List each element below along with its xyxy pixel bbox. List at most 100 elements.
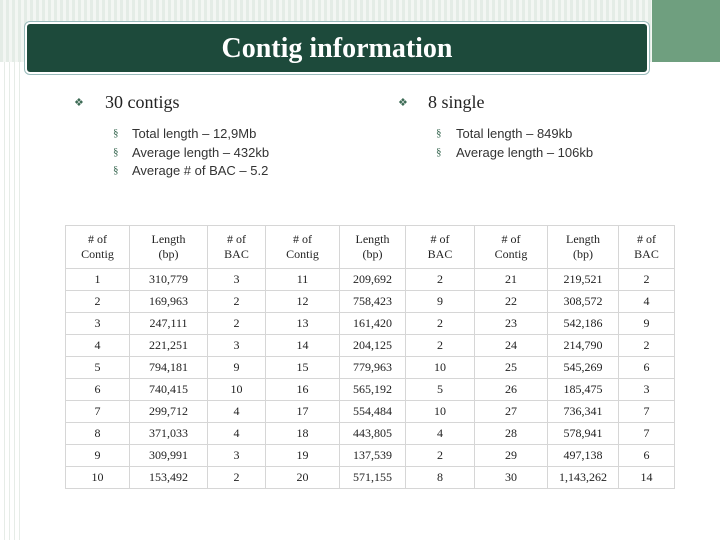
row: 10 153,492 2 20 571,155 8 30 1,143,262 14 [65,466,675,489]
cell: 18 [265,422,340,445]
cell: 14 [618,466,675,489]
cell: 578,941 [547,422,619,445]
header-line: BAC [634,247,659,261]
header-line: # of [293,232,312,246]
cell: 2 [65,290,130,313]
cell: 26 [474,378,548,401]
cell: 3 [207,268,266,291]
cell: 443,805 [339,422,406,445]
bullet: ❖ [398,97,408,109]
cell: 794,181 [129,356,208,379]
header-line: BAC [224,247,249,261]
cell: 308,572 [547,290,619,313]
header-line: Length [566,232,600,246]
row: 6 740,415 10 16 565,192 5 26 185,475 3 [65,378,675,401]
cell: 7 [618,400,675,423]
header-cell: # of Contig [65,225,130,269]
cell: 10 [65,466,130,489]
row: 9 309,991 3 19 137,539 2 29 497,138 6 [65,444,675,467]
cell: 542,186 [547,312,619,335]
cell: 161,420 [339,312,406,335]
cell: 3 [207,444,266,467]
cell: 15 [265,356,340,379]
sub-bullet: § [113,164,119,176]
right-heading: 8 single [428,92,485,112]
cell: 8 [65,422,130,445]
cell: 221,251 [129,334,208,357]
cell: 6 [65,378,130,401]
header-cell: # of Contig [474,225,548,269]
cell: 219,521 [547,268,619,291]
cell: 371,033 [129,422,208,445]
cell: 11 [265,268,340,291]
cell: 4 [207,400,266,423]
cell: 12 [265,290,340,313]
cell: 2 [207,466,266,489]
side-lines [0,62,24,540]
cell: 9 [405,290,475,313]
cell: 19 [265,444,340,467]
header-cell: # of Contig [265,225,340,269]
cell: 9 [618,312,675,335]
row: 2 169,963 2 12 758,423 9 22 308,572 4 [65,290,675,313]
cell: 3 [207,334,266,357]
cell: 2 [405,268,475,291]
cell: 309,991 [129,444,208,467]
cell: 10 [207,378,266,401]
header-line: Contig [286,247,319,261]
cell: 2 [618,268,675,291]
cell: 4 [405,422,475,445]
cell: 14 [265,334,340,357]
cell: 8 [405,466,475,489]
header-line: (bp) [362,247,383,261]
header-line: # of [430,232,450,246]
header-line: # of [227,232,246,246]
cell: 204,125 [339,334,406,357]
cell: 185,475 [547,378,619,401]
cell: 16 [265,378,340,401]
cell: 571,155 [339,466,406,489]
cell: 10 [405,356,475,379]
cell: 9 [207,356,266,379]
cell: 30 [474,466,548,489]
cell: 27 [474,400,548,423]
cell: 247,111 [129,312,208,335]
header-cell: # of BAC [207,225,266,269]
sub-item: Total length – 12,9Mb [132,126,257,141]
left-heading: 30 contigs [105,92,180,112]
title: Contig information [25,22,649,74]
bullet: ❖ [74,97,84,109]
corner-band [652,0,720,62]
cell: 28 [474,422,548,445]
header-cell: Length (bp) [339,225,406,269]
cell: 137,539 [339,444,406,467]
cell: 23 [474,312,548,335]
header-cell: Length (bp) [129,225,208,269]
cell: 545,269 [547,356,619,379]
sub-bullet: § [113,127,119,139]
cell: 24 [474,334,548,357]
cell: 25 [474,356,548,379]
cell: 5 [65,356,130,379]
cell: 214,790 [547,334,619,357]
cell: 7 [65,400,130,423]
header-line: (bp) [573,247,593,261]
header-line: # of [501,232,521,246]
cell: 20 [265,466,340,489]
cell: 13 [265,312,340,335]
cell: 2 [405,334,475,357]
header-line: Length [355,232,390,246]
header-line: Contig [494,247,528,261]
cell: 6 [618,356,675,379]
cell: 1,143,262 [547,466,619,489]
cell: 3 [65,312,130,335]
cell: 4 [618,290,675,313]
cell: 299,712 [129,400,208,423]
cell: 2 [207,290,266,313]
cell: 5 [405,378,475,401]
cell: 4 [207,422,266,445]
sub-item: Average length – 106kb [456,144,594,160]
cell: 554,484 [339,400,406,423]
cell: 209,692 [339,268,406,291]
